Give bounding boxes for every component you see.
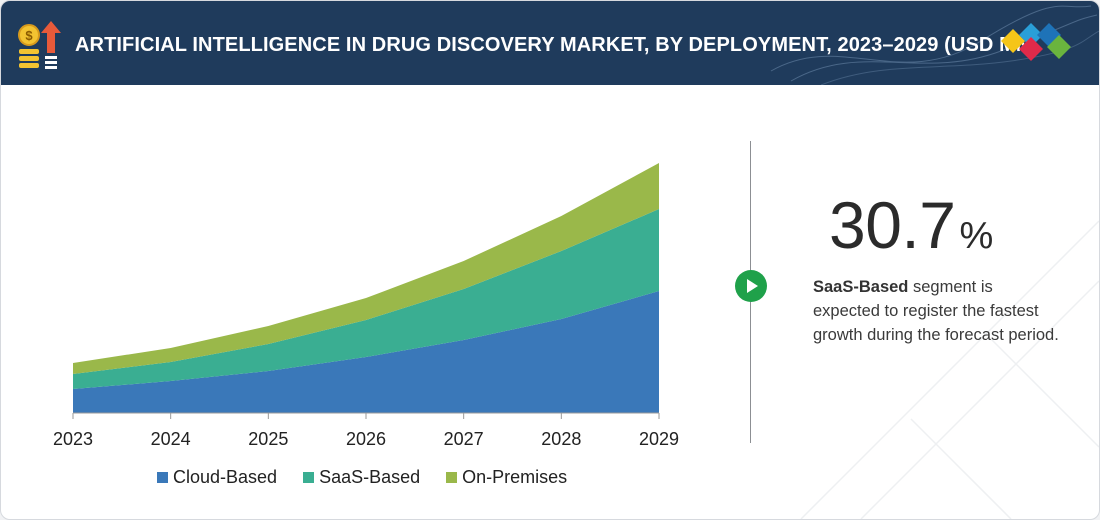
legend-swatch-onprem [446,472,458,483]
legend-swatch-saas [303,472,315,483]
x-tick-label: 2028 [541,429,581,449]
highlight-segment: SaaS-Based [813,278,909,296]
highlight-text: segment is expected to register the fast… [813,278,1059,344]
background-lines [800,220,1099,519]
x-tick-label: 2024 [151,429,191,449]
highlight-description: SaaS-Based segment is expected to regist… [813,275,1063,347]
stacked-area-chart: 2023 2024 2025 2026 2027 2028 2029 [53,163,679,449]
x-tick-label: 2029 [639,429,679,449]
svg-text:$: $ [25,28,33,43]
brand-logo-icon [1001,23,1071,61]
money-growth-icon: $ [18,21,61,69]
play-icon[interactable] [734,269,768,303]
area-saas-based [73,209,659,389]
page-title: ARTIFICIAL INTELLIGENCE IN DRUG DISCOVER… [75,34,1038,56]
decorative-swirl [770,5,1099,85]
x-tick-label: 2025 [248,429,288,449]
cagr-value: 30.7 [829,188,956,262]
legend-label-onprem: On-Premises [462,467,568,487]
cagr-unit: % [959,215,994,257]
x-tick-label: 2023 [53,429,93,449]
header-bar: $ ARTIFICIAL INTELLIGENCE IN DRUG DISCOV… [1,1,1099,85]
legend-item-saas: SaaS-Based [303,467,420,488]
legend-label-cloud: Cloud-Based [173,467,278,487]
area-cloud-based [73,291,659,413]
legend-item-cloud: Cloud-Based [157,467,277,488]
x-tick-label: 2026 [346,429,386,449]
legend-swatch-cloud [157,472,168,483]
legend-label-saas: SaaS-Based [319,467,421,487]
x-tick-label: 2027 [444,429,484,449]
legend-item-onprem: On-Premises [446,467,567,488]
chart-legend: Cloud-Based SaaS-Based On-Premises [157,467,593,488]
growth-stat: 30.7% [829,187,993,263]
